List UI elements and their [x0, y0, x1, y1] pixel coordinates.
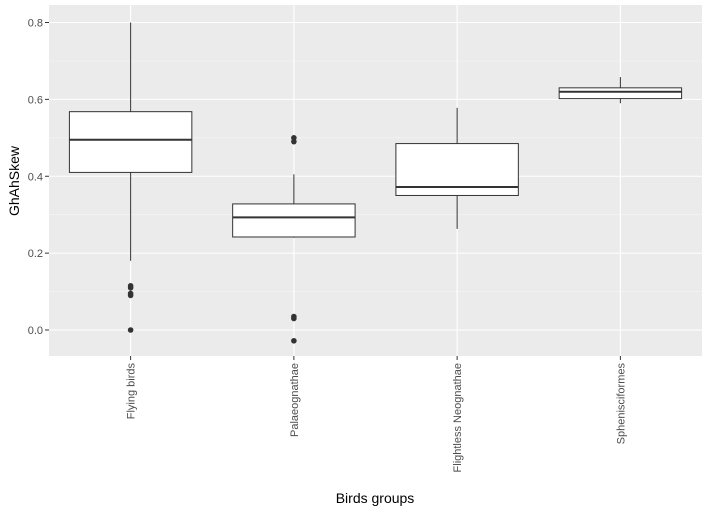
box-iqr	[68, 111, 193, 173]
outlier-point	[127, 327, 134, 333]
outlier-point	[291, 135, 297, 141]
box-palaeognathae	[232, 135, 356, 344]
box-flying-birds	[68, 22, 193, 333]
x-axis: Flying birds Palaeognathae Flightless Neog…	[126, 356, 627, 472]
y-tick-label: 0.8	[28, 18, 43, 30]
box-group	[68, 22, 683, 344]
outlier-point	[127, 284, 134, 291]
box-sphenisciformes	[558, 77, 683, 104]
box-flightless-neognathae	[395, 107, 519, 229]
y-tick-label: 0.6	[28, 94, 43, 106]
box-iqr	[558, 87, 683, 100]
y-axis: 0.0 0.2 0.4 0.6 0.8	[28, 18, 49, 337]
outlier-point	[291, 337, 297, 344]
x-tick-label: Sphenisciformes	[615, 363, 627, 445]
x-tick-label: Flightless Neognathae	[452, 363, 464, 472]
x-axis-title: Birds groups	[336, 490, 415, 506]
box-iqr	[232, 203, 356, 238]
y-tick-label: 0.4	[28, 171, 43, 183]
y-tick-label: 0.2	[28, 248, 43, 260]
outlier-point	[291, 315, 297, 322]
plot-panel	[49, 5, 702, 356]
grid-major	[49, 5, 702, 356]
outlier-point	[291, 138, 297, 145]
x-tick-label: Flying birds	[126, 363, 138, 420]
outlier-point	[127, 292, 134, 299]
y-tick-label: 0.0	[28, 325, 43, 337]
x-tick-label: Palaeognathae	[289, 363, 301, 437]
y-axis-title: GhAhSkew	[6, 145, 22, 216]
